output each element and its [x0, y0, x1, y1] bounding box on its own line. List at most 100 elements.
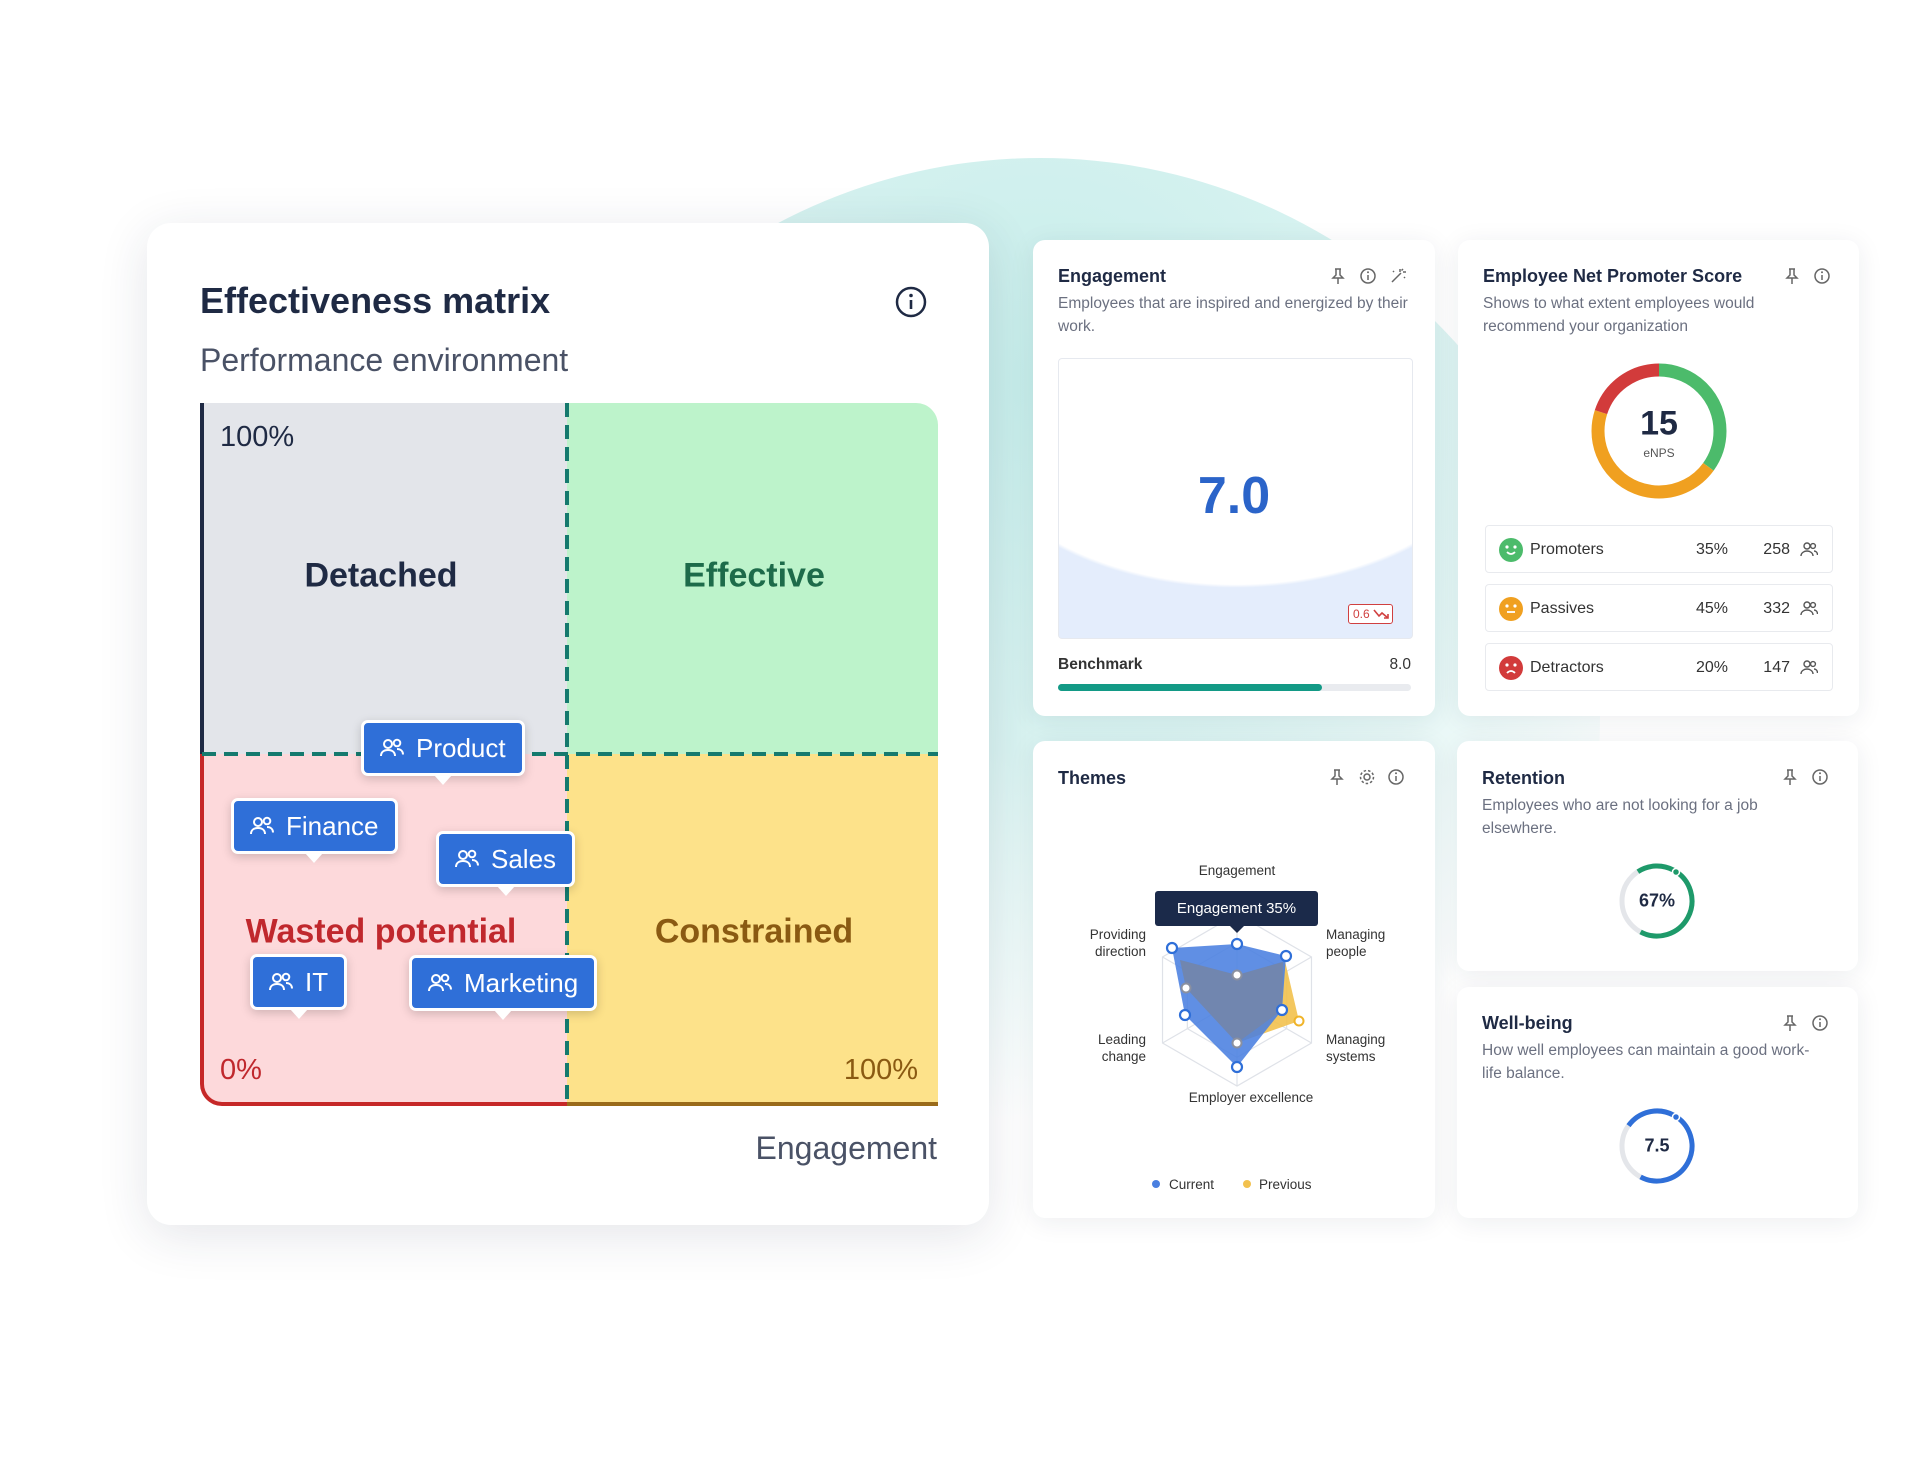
enps-score: 15 [1640, 404, 1678, 443]
matrix-subtitle: Performance environment [200, 342, 569, 378]
card-title: Retention [1482, 768, 1565, 788]
enps-row: Promoters 35% 258 [1485, 525, 1833, 573]
info-button[interactable] [1359, 267, 1377, 285]
tooltip-arrow [1230, 926, 1244, 933]
quadrant [567, 403, 938, 754]
radar-chart [1161, 913, 1313, 1087]
score: 7.0 [1197, 467, 1271, 525]
insights-button[interactable] [1389, 267, 1407, 285]
team-icon [428, 973, 452, 992]
team-name: Marketing [464, 967, 579, 998]
quadrant-label: Constrained [654, 912, 854, 951]
trend-down-icon [1373, 609, 1389, 619]
wellbeing-gauge [1619, 1108, 1695, 1184]
enps-card [1458, 240, 1859, 716]
legend-label[interactable]: Current [1169, 1177, 1215, 1192]
team-name: Product [416, 732, 506, 763]
enps-donut [1591, 363, 1727, 499]
radar-axis-label: Providing direction [1089, 927, 1146, 959]
radar-axis-label: Leading change [1097, 1032, 1146, 1064]
team-icon [455, 849, 479, 868]
row-name: Promoters [1530, 541, 1604, 558]
enps-row: Detractors 20% 147 [1485, 643, 1833, 691]
divider-lines [202, 403, 938, 1106]
card-title: Employee Net Promoter Score [1483, 266, 1743, 286]
people-icon [1800, 601, 1818, 616]
team-tag[interactable]: IT [250, 954, 348, 1019]
row-percent: 35% [1695, 541, 1728, 558]
quadrant [567, 754, 938, 1106]
retention-value: 67% [1638, 890, 1676, 911]
card-title: Engagement [1058, 266, 1167, 286]
row-percent: 20% [1695, 659, 1728, 676]
sentiment-icon [1499, 597, 1523, 621]
people-icon [1800, 542, 1818, 557]
x-axis-max: 100% [843, 1054, 918, 1086]
pin-button[interactable] [1329, 267, 1347, 285]
benchmark-bar [1058, 684, 1322, 691]
sentiment-icon [1499, 538, 1523, 562]
score-panel [1058, 358, 1413, 639]
card-description: Employees that are inspired and energize… [1058, 295, 1408, 335]
tooltip-text: Engagement 35% [1176, 900, 1297, 917]
settings-button[interactable] [1358, 768, 1376, 786]
quadrant-label: Detached [304, 556, 458, 595]
radar-axis-label: Managing people [1326, 927, 1386, 959]
team-tag[interactable]: Marketing [409, 955, 598, 1020]
radar-axis-label: Managing systems [1326, 1032, 1386, 1064]
quadrant-label: Wasted potential [245, 912, 517, 951]
legend-label[interactable]: Previous [1259, 1177, 1312, 1192]
card-title: Well-being [1482, 1013, 1573, 1033]
team-icon [380, 738, 404, 757]
people-icon [1800, 660, 1818, 675]
team-icon [269, 972, 293, 991]
info-button[interactable] [1387, 768, 1405, 786]
x-axis-label: Engagement [755, 1130, 937, 1166]
row-percent: 45% [1695, 600, 1728, 617]
card-description: Employees who are not looking for a job … [1482, 797, 1758, 837]
radar-axis-label: Employer excellence [1188, 1090, 1314, 1105]
benchmark-label: Benchmark [1058, 656, 1143, 673]
row-name: Detractors [1530, 659, 1604, 676]
team-tag[interactable]: Finance [231, 798, 398, 863]
team-name: Sales [491, 843, 557, 874]
card-title: Themes [1058, 768, 1127, 788]
info-button[interactable] [1811, 768, 1829, 786]
quadrant-label: Effective [683, 556, 825, 595]
pin-button[interactable] [1328, 768, 1346, 786]
row-count: 258 [1763, 541, 1790, 558]
pin-button[interactable] [1781, 768, 1799, 786]
quadrant [200, 403, 567, 754]
row-count: 332 [1763, 600, 1790, 617]
team-tag[interactable]: Product [361, 720, 525, 785]
legend-dot [1243, 1180, 1251, 1188]
y-axis-max: 100% [220, 421, 295, 453]
change-badge: 0.6 [1348, 604, 1393, 624]
axis-origin: 0% [220, 1054, 262, 1086]
card-description: Shows to what extent employees would rec… [1483, 295, 1755, 335]
matrix-title: Effectiveness matrix [200, 280, 551, 321]
info-button[interactable] [1813, 267, 1831, 285]
enps-row: Passives 45% 332 [1485, 584, 1833, 632]
pin-button[interactable] [1783, 267, 1801, 285]
legend-dot [1152, 1180, 1160, 1188]
radar-axis-label: Engagement [1198, 863, 1276, 878]
retention-gauge [1619, 863, 1695, 939]
card-description: How well employees can maintain a good w… [1482, 1042, 1810, 1082]
sentiment-icon [1499, 656, 1523, 680]
change-value: 0.6 [1353, 607, 1370, 621]
team-icon [250, 816, 274, 835]
team-name: IT [305, 966, 329, 997]
tooltip: Engagement 35% [1155, 891, 1318, 933]
row-count: 147 [1763, 659, 1790, 676]
info-button[interactable] [894, 285, 928, 319]
row-name: Passives [1530, 600, 1595, 617]
pin-button[interactable] [1781, 1014, 1799, 1032]
wellbeing-value: 7.5 [1644, 1135, 1670, 1156]
benchmark-value: 8.0 [1389, 656, 1411, 673]
team-tag[interactable]: Sales [436, 831, 576, 896]
info-button[interactable] [1811, 1014, 1829, 1032]
team-name: Finance [286, 810, 379, 841]
enps-score-label: eNPS [1643, 446, 1675, 460]
